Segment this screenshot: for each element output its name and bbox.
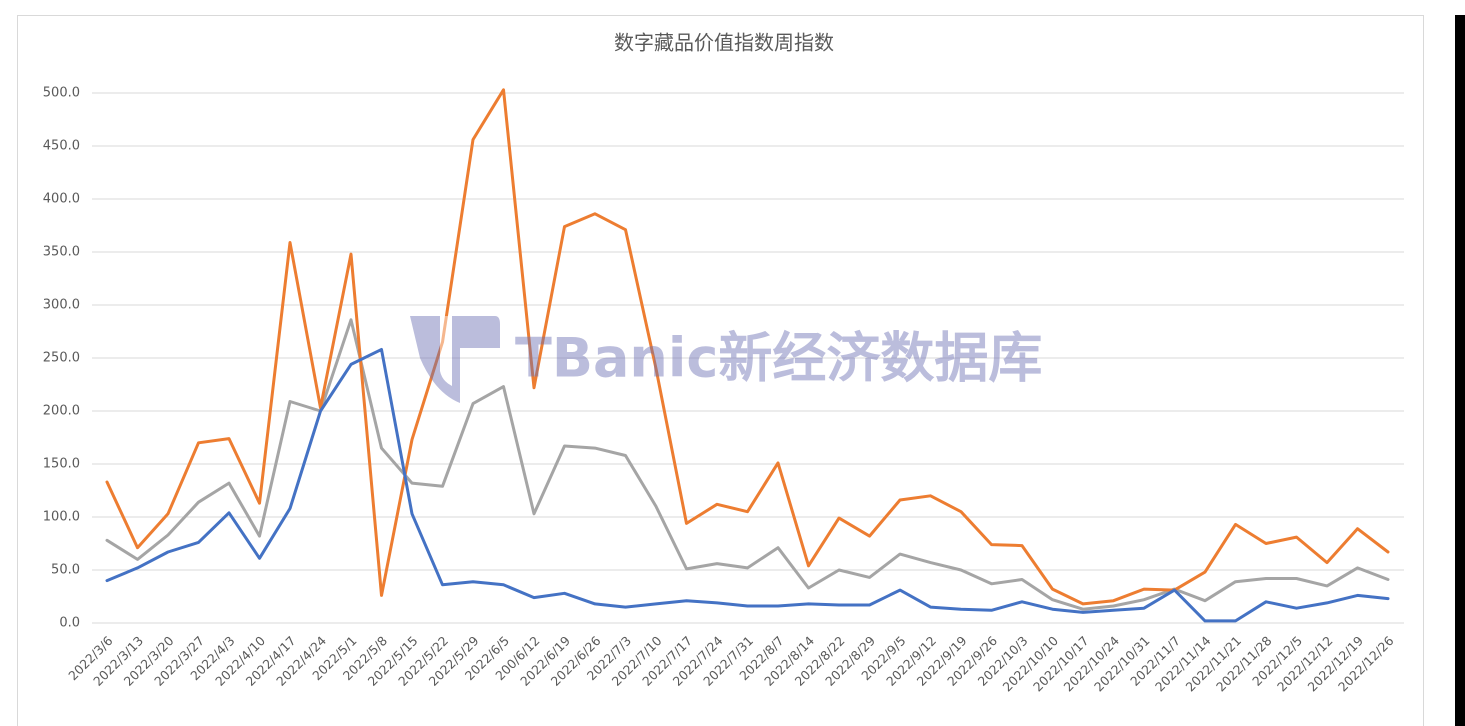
watermark-logo bbox=[410, 316, 500, 403]
watermark: TBanic新经济数据库 bbox=[515, 327, 1042, 390]
y-tick-label: 500.0 bbox=[43, 86, 80, 101]
edge bbox=[1455, 15, 1465, 726]
y-tick-label: 250.0 bbox=[43, 351, 80, 366]
y-tick-label: 100.0 bbox=[43, 510, 80, 525]
y-tick-label: 400.0 bbox=[43, 192, 80, 207]
y-tick-label: 50.0 bbox=[51, 563, 80, 578]
y-tick-label: 450.0 bbox=[43, 139, 80, 154]
y-tick-label: 350.0 bbox=[43, 245, 80, 260]
chart-frame bbox=[17, 15, 1424, 726]
y-tick-label: 150.0 bbox=[43, 457, 80, 472]
chart-title: 数字藏品价值指数周指数 bbox=[614, 31, 834, 55]
y-tick-label: 300.0 bbox=[43, 298, 80, 313]
y-tick-label: 200.0 bbox=[43, 404, 80, 419]
series-line bbox=[105, 348, 1390, 623]
y-tick-label: 0.0 bbox=[59, 616, 80, 631]
